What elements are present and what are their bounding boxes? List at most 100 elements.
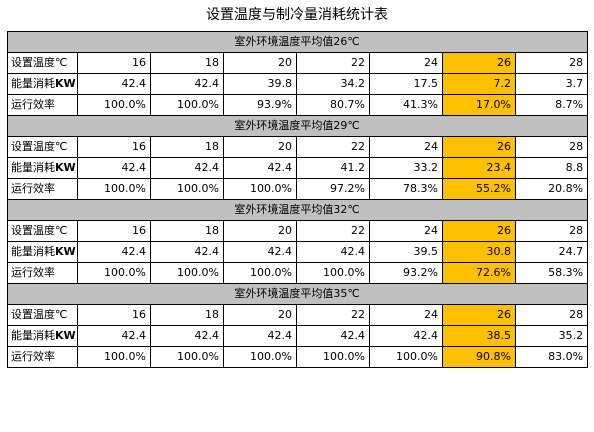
table-cell: 93.2% [369, 262, 443, 284]
section-header: 室外环境温度平均值32℃ [6, 199, 589, 221]
temperature-row: 设置温度℃ 16 18 20 22 24 26 28 [7, 136, 589, 158]
table-cell: 16 [77, 52, 151, 74]
table-cell: 23.4 [442, 157, 516, 179]
table-cell: 78.3% [369, 178, 443, 200]
table-cell: 17.0% [442, 94, 516, 116]
energy-row: 能量消耗KW 42.4 42.4 42.4 42.4 42.4 38.5 35.2 [7, 325, 589, 347]
table-cell: 24.7 [514, 241, 589, 263]
row-label-text: 能量消耗 [11, 77, 55, 90]
table-cell: 18 [150, 52, 224, 74]
table-cell: 100.0% [77, 178, 151, 200]
efficiency-row: 运行效率 100.0% 100.0% 100.0% 97.2% 78.3% 55.2% 20.… [7, 178, 589, 200]
table-cell: 100.0% [150, 262, 224, 284]
row-label: 能量消耗KW [7, 325, 78, 347]
table-cell: 41.2 [296, 157, 370, 179]
table-cell: 28 [514, 52, 589, 74]
table-cell: 17.5 [369, 73, 443, 95]
table-cell: 58.3% [514, 262, 589, 284]
section-header: 室外环境温度平均值35℃ [6, 283, 589, 305]
table-cell: 42.4 [223, 325, 297, 347]
section-header-row: 室外环境温度平均值26℃ [6, 31, 589, 53]
table-cell: 26 [442, 304, 516, 326]
table-cell: 100.0% [150, 346, 224, 368]
table-cell: 100.0% [296, 346, 370, 368]
table-cell: 100.0% [150, 178, 224, 200]
table-cell: 42.4 [77, 157, 151, 179]
row-label-unit: KW [55, 329, 76, 342]
row-label: 运行效率 [7, 346, 78, 368]
table-title: 设置温度与制冷量消耗统计表 [206, 7, 388, 23]
table-cell: 8.7% [514, 94, 589, 116]
row-label: 运行效率 [7, 262, 78, 284]
table-cell: 42.4 [150, 325, 224, 347]
energy-row: 能量消耗KW 42.4 42.4 39.8 34.2 17.5 7.2 3.7 [7, 73, 589, 95]
table-cell: 20.8% [514, 178, 589, 200]
table-cell: 55.2% [442, 178, 516, 200]
table-cell: 42.4 [150, 157, 224, 179]
table-cell: 22 [296, 304, 370, 326]
table-cell: 24 [369, 136, 443, 158]
table-cell: 100.0% [77, 94, 151, 116]
table-cell: 100.0% [77, 346, 151, 368]
table-cell: 72.6% [442, 262, 516, 284]
row-label-unit: KW [55, 77, 76, 90]
table-cell: 42.4 [77, 325, 151, 347]
temperature-row: 设置温度℃ 16 18 20 22 24 26 28 [7, 52, 589, 74]
table-cell: 20 [223, 220, 297, 242]
table-cell: 42.4 [223, 157, 297, 179]
table-cell: 20 [223, 304, 297, 326]
efficiency-row: 运行效率 100.0% 100.0% 93.9% 80.7% 41.3% 17.0% 8.7% [7, 94, 589, 116]
table-cell: 16 [77, 220, 151, 242]
table-cell: 100.0% [77, 262, 151, 284]
table-cell: 18 [150, 220, 224, 242]
table-cell: 16 [77, 304, 151, 326]
table-cell: 18 [150, 136, 224, 158]
table-cell: 39.5 [369, 241, 443, 263]
row-label: 运行效率 [7, 94, 78, 116]
table-cell: 28 [514, 220, 589, 242]
table-cell: 42.4 [296, 241, 370, 263]
row-label-text: 能量消耗 [11, 245, 55, 258]
section-header-row: 室外环境温度平均值29℃ [6, 115, 589, 137]
table-cell: 22 [296, 220, 370, 242]
table-cell: 39.8 [223, 73, 297, 95]
row-label: 能量消耗KW [7, 157, 78, 179]
section-header: 室外环境温度平均值26℃ [6, 31, 589, 53]
table-cell: 83.0% [514, 346, 589, 368]
temperature-row: 设置温度℃ 16 18 20 22 24 26 28 [7, 304, 589, 326]
table-cell: 100.0% [296, 262, 370, 284]
table-cell: 16 [77, 136, 151, 158]
table-cell: 26 [442, 52, 516, 74]
row-label: 能量消耗KW [7, 241, 78, 263]
table-cell: 42.4 [296, 325, 370, 347]
table-cell: 22 [296, 52, 370, 74]
table-cell: 3.7 [514, 73, 589, 95]
table-cell: 100.0% [150, 94, 224, 116]
table-cell: 20 [223, 136, 297, 158]
table-cell: 97.2% [296, 178, 370, 200]
row-label: 设置温度℃ [7, 52, 78, 74]
statistics-table: 室外环境温度平均值26℃ 设置温度℃ 16 18 20 22 24 26 28 能量消耗KW 42.… [6, 31, 589, 368]
row-label: 设置温度℃ [7, 304, 78, 326]
energy-row: 能量消耗KW 42.4 42.4 42.4 41.2 33.2 23.4 8.8 [7, 157, 589, 179]
section-header-row: 室外环境温度平均值35℃ [6, 283, 589, 305]
table-cell: 30.8 [442, 241, 516, 263]
table-cell: 18 [150, 304, 224, 326]
table-cell: 42.4 [77, 241, 151, 263]
efficiency-row: 运行效率 100.0% 100.0% 100.0% 100.0% 100.0% 90.8% 8… [7, 346, 589, 368]
table-cell: 38.5 [442, 325, 516, 347]
table-cell: 90.8% [442, 346, 516, 368]
temperature-row: 设置温度℃ 16 18 20 22 24 26 28 [7, 220, 589, 242]
table-cell: 34.2 [296, 73, 370, 95]
table-cell: 7.2 [442, 73, 516, 95]
table-cell: 42.4 [77, 73, 151, 95]
table-cell: 33.2 [369, 157, 443, 179]
table-cell: 41.3% [369, 94, 443, 116]
section-header-row: 室外环境温度平均值32℃ [6, 199, 589, 221]
row-label: 运行效率 [7, 178, 78, 200]
table-cell: 42.4 [223, 241, 297, 263]
table-cell: 20 [223, 52, 297, 74]
table-cell: 42.4 [150, 241, 224, 263]
table-cell: 100.0% [223, 178, 297, 200]
energy-row: 能量消耗KW 42.4 42.4 42.4 42.4 39.5 30.8 24.7 [7, 241, 589, 263]
